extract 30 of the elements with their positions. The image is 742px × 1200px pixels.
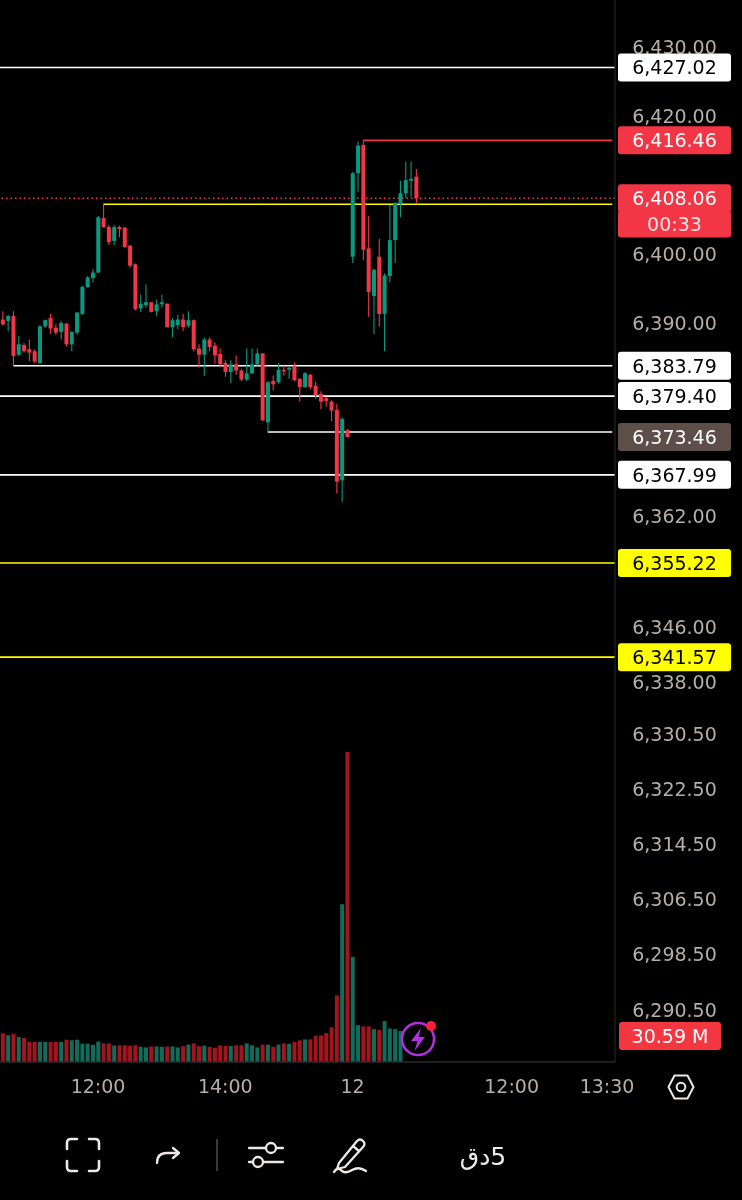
text: 5دق	[458, 1141, 508, 1173]
y-tick-label: 6,306.50	[632, 888, 717, 911]
ref-line-label: 6,355.22	[632, 551, 717, 574]
x-tick-label: 14:00	[197, 1075, 253, 1098]
text: 6,373.46	[632, 426, 717, 448]
ref-line-label: 6,341.57	[632, 646, 717, 669]
x-tick-label: 12	[340, 1075, 365, 1098]
y-tick-label: 6,290.50	[632, 998, 717, 1021]
y-tick-label: 6,298.50	[632, 943, 717, 966]
x-tick-label: 12:00	[484, 1075, 539, 1098]
y-tick-label: 6,420.00	[632, 104, 717, 127]
y-tick-label: 6,330.50	[632, 722, 717, 745]
ref-line-label: 6,367.99	[632, 463, 717, 486]
y-tick-label: 6,400.00	[632, 242, 717, 265]
text: 30.59 M	[619, 1022, 721, 1050]
ref-line-label: 6,427.02	[632, 56, 717, 79]
ref-line-label: 6,379.40	[632, 385, 717, 408]
y-tick-label: 6,430.00	[632, 35, 717, 58]
ref-line-label: 6,408.06	[632, 187, 717, 210]
y-tick-label: 6,362.00	[632, 505, 717, 528]
y-tick-label: 6,390.00	[632, 311, 717, 334]
data-label: 6,383.79	[632, 354, 717, 377]
y-tick-label: 6,346.00	[632, 615, 717, 638]
x-tick-label: 12:00	[70, 1075, 126, 1098]
text: 00:33	[647, 213, 702, 235]
y-tick-label: 6,314.50	[632, 832, 717, 855]
data-label: 6,416.46	[632, 129, 717, 152]
y-tick-label: 6,322.50	[632, 777, 717, 800]
y-tick-label: 6,338.00	[632, 670, 717, 693]
x-tick-label: 13:30	[579, 1075, 635, 1098]
